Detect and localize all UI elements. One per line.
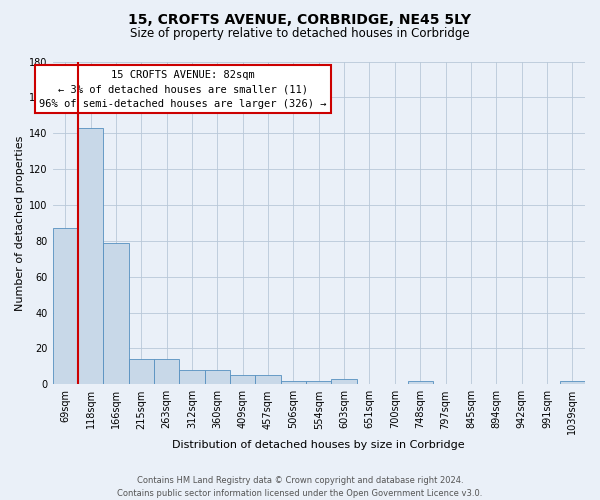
Bar: [179, 370, 205, 384]
Text: 15, CROFTS AVENUE, CORBRIDGE, NE45 5LY: 15, CROFTS AVENUE, CORBRIDGE, NE45 5LY: [128, 12, 472, 26]
Bar: [103, 242, 128, 384]
Bar: [560, 380, 585, 384]
Bar: [256, 376, 281, 384]
Bar: [331, 379, 357, 384]
Bar: [78, 128, 103, 384]
Text: 15 CROFTS AVENUE: 82sqm
← 3% of detached houses are smaller (11)
96% of semi-det: 15 CROFTS AVENUE: 82sqm ← 3% of detached…: [39, 70, 327, 109]
Bar: [154, 359, 179, 384]
Bar: [205, 370, 230, 384]
Y-axis label: Number of detached properties: Number of detached properties: [15, 135, 25, 310]
Text: Size of property relative to detached houses in Corbridge: Size of property relative to detached ho…: [130, 28, 470, 40]
Bar: [230, 376, 256, 384]
Bar: [281, 380, 306, 384]
Bar: [53, 228, 78, 384]
X-axis label: Distribution of detached houses by size in Corbridge: Distribution of detached houses by size …: [172, 440, 465, 450]
Text: Contains HM Land Registry data © Crown copyright and database right 2024.
Contai: Contains HM Land Registry data © Crown c…: [118, 476, 482, 498]
Bar: [128, 359, 154, 384]
Bar: [407, 380, 433, 384]
Bar: [306, 380, 331, 384]
